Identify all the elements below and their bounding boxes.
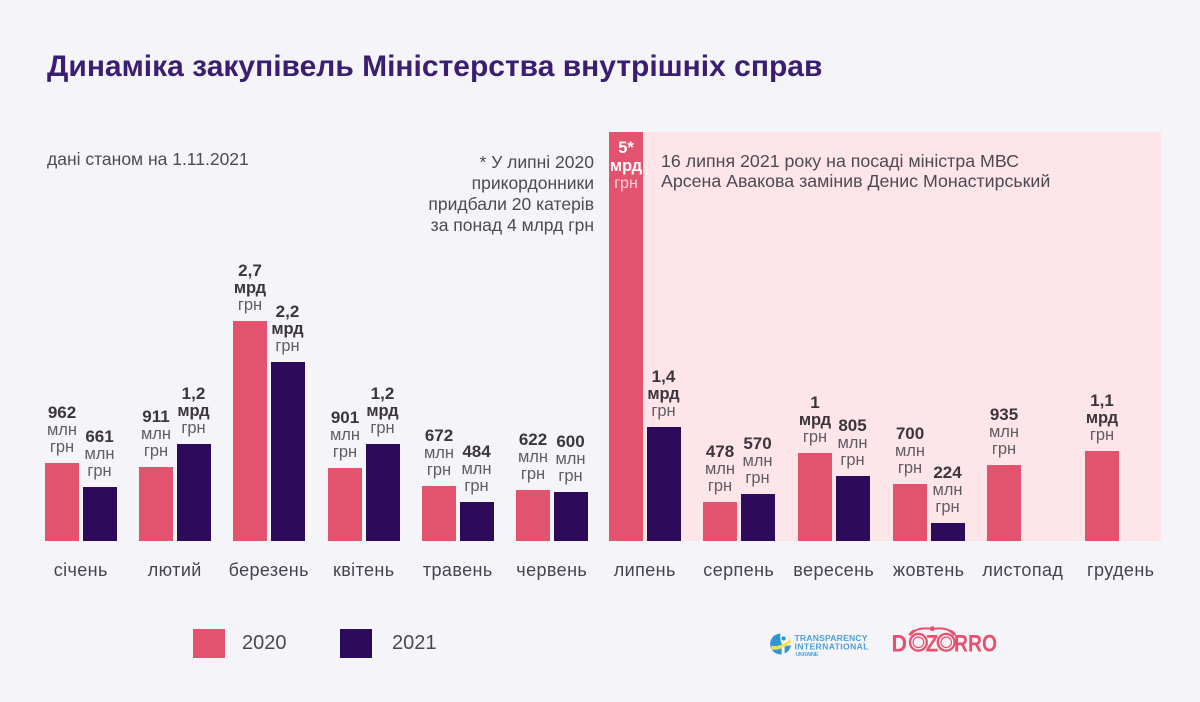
svg-text:RRO: RRO [954, 631, 997, 658]
svg-text:INTERNATIONAL: INTERNATIONAL [795, 642, 869, 652]
svg-text:Z: Z [926, 631, 939, 658]
svg-text:D: D [892, 631, 908, 658]
svg-text:UKRAINE: UKRAINE [796, 652, 819, 658]
svg-text:TRANSPARENCY: TRANSPARENCY [795, 633, 868, 643]
